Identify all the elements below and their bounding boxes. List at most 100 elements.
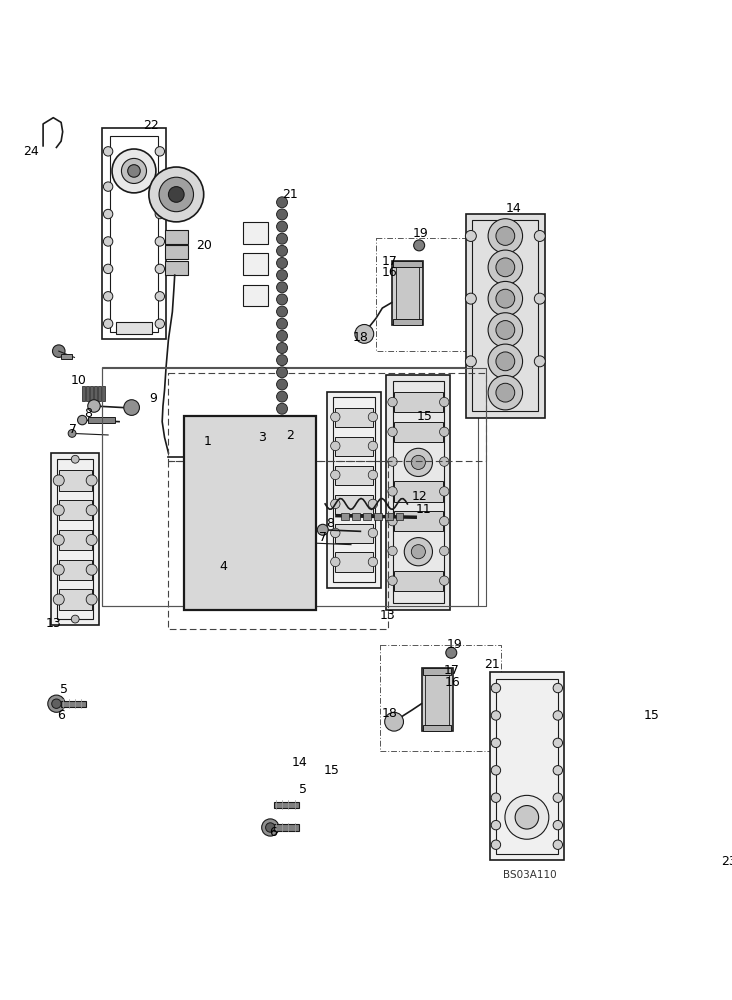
Circle shape (388, 576, 397, 585)
Text: 8: 8 (84, 407, 92, 420)
Circle shape (277, 403, 288, 414)
Bar (190, 430, 255, 448)
Bar (393, 319, 422, 325)
Circle shape (491, 683, 501, 693)
Bar (335, 524, 373, 543)
Circle shape (664, 809, 673, 818)
Circle shape (664, 840, 673, 849)
Circle shape (411, 455, 425, 469)
Circle shape (281, 437, 296, 451)
Circle shape (714, 840, 723, 849)
Circle shape (645, 718, 656, 729)
Bar (243, 222, 268, 244)
Bar (274, 824, 299, 831)
Bar (662, 672, 725, 860)
Bar (385, 513, 392, 520)
Circle shape (439, 397, 449, 407)
Bar (394, 392, 443, 412)
Circle shape (496, 289, 515, 308)
Text: 22: 22 (143, 119, 159, 132)
Circle shape (368, 499, 378, 509)
Bar (190, 505, 255, 523)
Text: 21: 21 (484, 658, 500, 671)
Circle shape (71, 455, 79, 463)
Circle shape (404, 448, 433, 476)
Text: 20: 20 (195, 239, 212, 252)
Circle shape (388, 546, 397, 556)
Bar (333, 397, 376, 582)
Circle shape (261, 819, 279, 836)
Text: 8: 8 (326, 517, 335, 530)
Text: 15: 15 (417, 410, 433, 423)
Circle shape (553, 683, 562, 693)
Circle shape (664, 777, 673, 787)
Circle shape (277, 330, 288, 341)
Circle shape (122, 158, 146, 183)
Text: 6: 6 (269, 826, 277, 839)
Circle shape (488, 219, 523, 253)
Circle shape (86, 564, 97, 575)
Text: 12: 12 (411, 490, 427, 503)
Text: 23: 23 (721, 855, 732, 868)
Circle shape (331, 441, 340, 451)
Text: 14: 14 (291, 756, 307, 769)
Circle shape (553, 820, 562, 830)
Text: 13: 13 (45, 617, 61, 630)
Bar (102, 367, 478, 606)
Circle shape (103, 147, 113, 156)
Circle shape (671, 694, 715, 737)
Circle shape (491, 840, 501, 849)
Circle shape (491, 738, 501, 748)
Circle shape (496, 258, 515, 277)
Bar (61, 354, 72, 359)
Circle shape (277, 318, 288, 329)
Bar (374, 513, 381, 520)
Circle shape (277, 367, 288, 378)
Bar (274, 802, 299, 808)
Circle shape (272, 584, 283, 595)
Circle shape (277, 258, 288, 268)
Circle shape (439, 427, 449, 437)
Bar (335, 437, 373, 456)
Text: 7: 7 (319, 531, 326, 544)
Text: 10: 10 (70, 374, 86, 387)
Circle shape (149, 167, 203, 222)
Bar (110, 136, 158, 332)
Circle shape (277, 391, 288, 402)
Bar (496, 679, 558, 854)
Circle shape (714, 746, 723, 755)
Circle shape (388, 457, 397, 466)
Bar (190, 480, 255, 498)
Bar (51, 453, 100, 625)
Circle shape (488, 313, 523, 347)
Bar (59, 470, 92, 491)
Bar (423, 668, 451, 675)
Circle shape (496, 227, 515, 245)
Circle shape (280, 476, 309, 504)
Circle shape (317, 524, 328, 535)
Circle shape (331, 528, 340, 538)
Circle shape (681, 704, 705, 727)
Text: 4: 4 (220, 560, 227, 573)
Bar (422, 668, 453, 731)
Circle shape (388, 427, 397, 437)
Circle shape (414, 240, 425, 251)
Circle shape (491, 766, 501, 775)
Circle shape (277, 282, 288, 293)
Bar (327, 392, 381, 588)
Circle shape (277, 233, 288, 244)
Circle shape (127, 165, 141, 177)
Circle shape (277, 415, 288, 426)
Circle shape (267, 428, 289, 450)
Circle shape (112, 149, 156, 193)
Circle shape (53, 505, 64, 516)
Circle shape (446, 647, 457, 658)
Text: 5: 5 (60, 683, 68, 696)
Bar (394, 571, 443, 591)
Bar (88, 417, 115, 423)
Circle shape (439, 576, 449, 585)
Bar (59, 530, 92, 550)
Bar (396, 513, 403, 520)
Circle shape (553, 840, 562, 849)
Text: BS03A110: BS03A110 (503, 870, 556, 880)
